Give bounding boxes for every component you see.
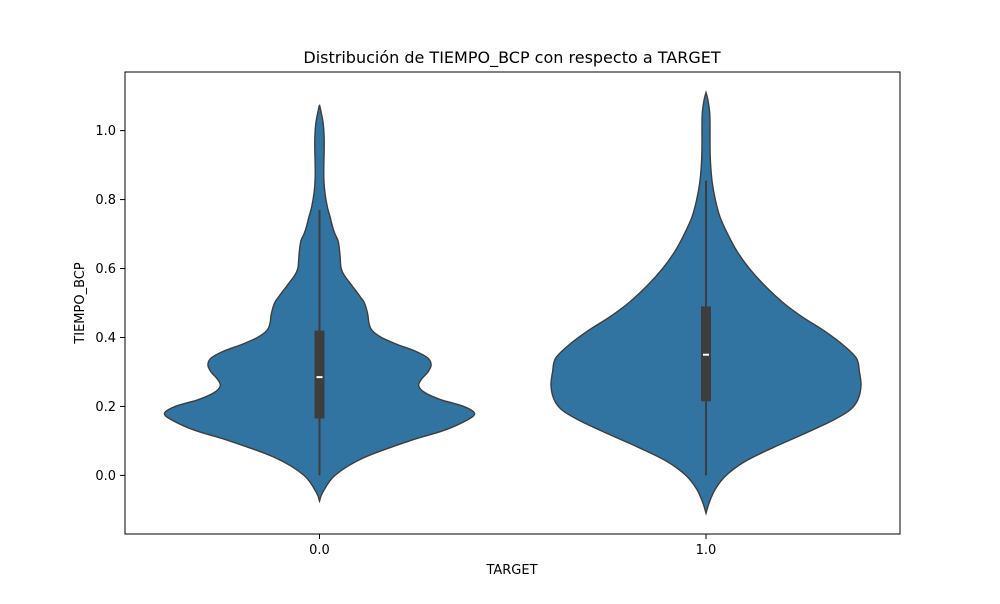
x-axis-label: TARGET bbox=[485, 563, 537, 578]
y-tick-label: 0.8 bbox=[95, 193, 116, 208]
y-axis: 0.0 0.2 0.4 0.6 0.8 1.0 bbox=[95, 124, 125, 484]
x-axis: 0.0 1.0 bbox=[309, 534, 716, 558]
x-tick-label: 0.0 bbox=[309, 543, 330, 558]
y-tick-label: 1.0 bbox=[95, 124, 116, 139]
boxes-layer bbox=[314, 180, 711, 476]
x-tick-label: 1.0 bbox=[696, 543, 717, 558]
y-tick-label: 0.2 bbox=[95, 400, 116, 415]
y-tick-label: 0.6 bbox=[95, 262, 116, 277]
chart-title: Distribución de TIEMPO_BCP con respecto … bbox=[303, 48, 720, 68]
plot-frame bbox=[124, 71, 901, 535]
iqr-box-0.0 bbox=[314, 330, 325, 419]
y-tick-label: 0.0 bbox=[95, 469, 116, 484]
y-tick-label: 0.4 bbox=[95, 331, 116, 346]
violins-layer bbox=[163, 90, 862, 516]
y-axis-label: TIEMPO_BCP bbox=[73, 262, 88, 345]
